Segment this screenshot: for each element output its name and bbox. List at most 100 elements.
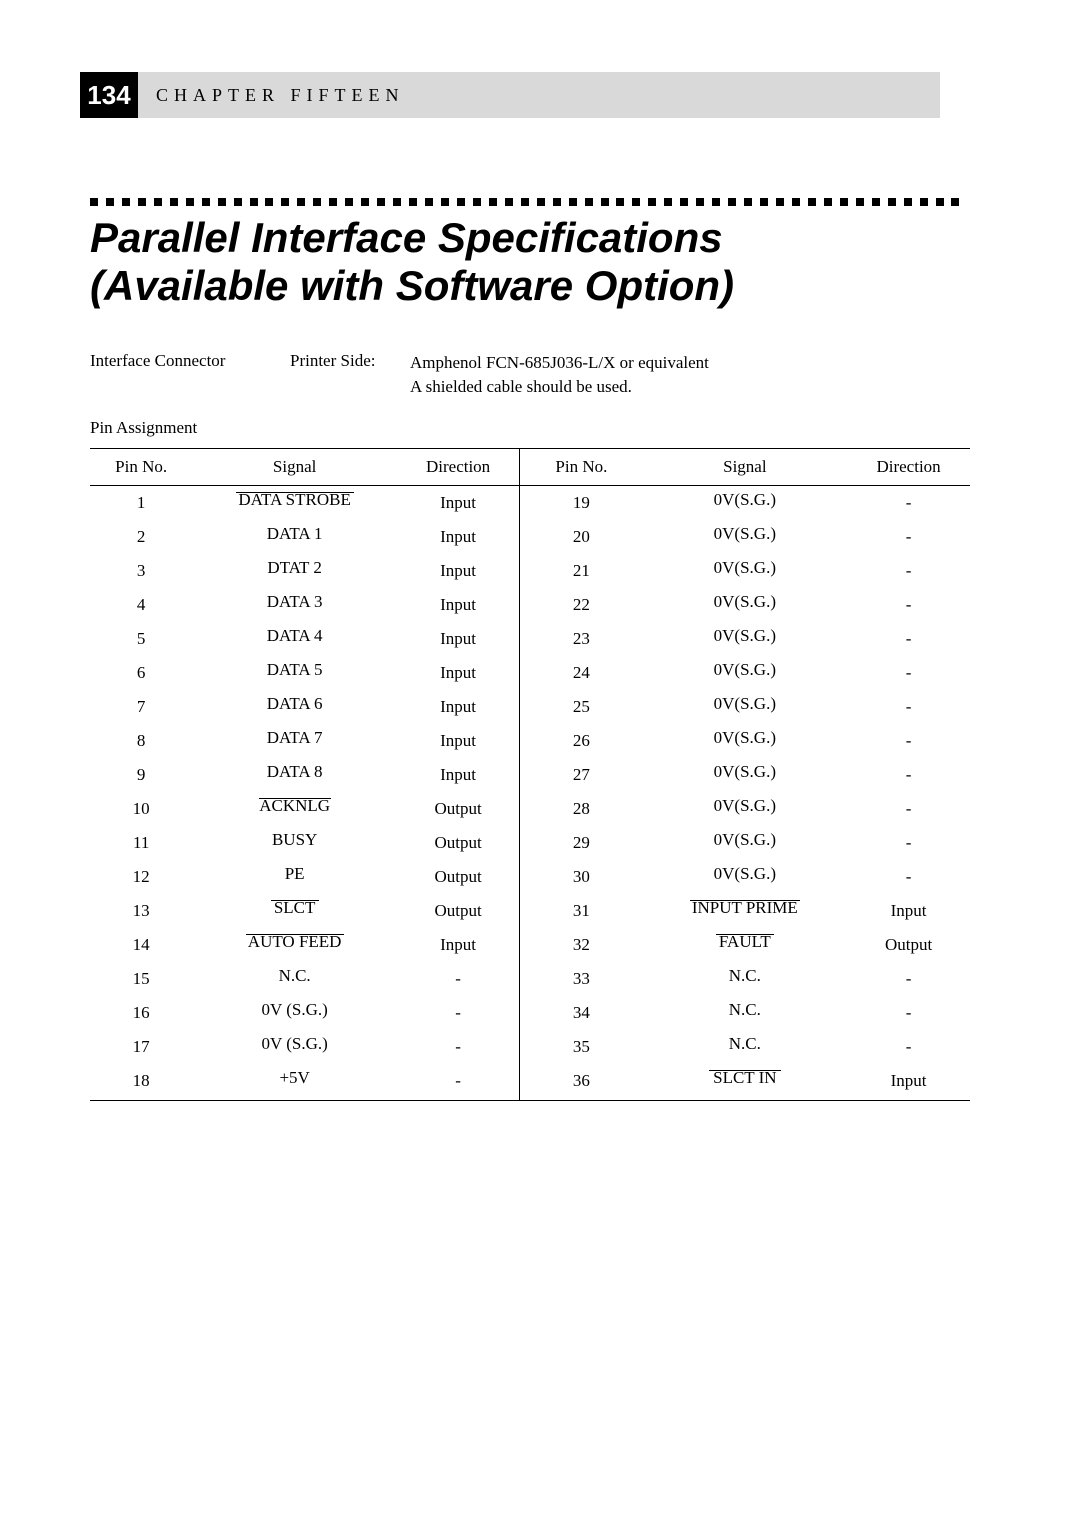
header-pin-right: Pin No. (520, 448, 643, 485)
table-row: 6DATA 5Input240V(S.G.)- (90, 656, 970, 690)
pin-cell-left: 13 (90, 894, 192, 928)
pin-cell-right: 20 (520, 520, 643, 554)
direction-cell-left: Output (397, 826, 520, 860)
signal-cell-left: DATA 5 (192, 656, 397, 690)
direction-cell-right: - (847, 996, 970, 1030)
table-row: 15N.C.-33N.C.- (90, 962, 970, 996)
direction-cell-right: - (847, 520, 970, 554)
direction-cell-right: - (847, 860, 970, 894)
pin-cell-left: 4 (90, 588, 192, 622)
signal-cell-left: N.C. (192, 962, 397, 996)
pin-cell-left: 16 (90, 996, 192, 1030)
pin-cell-left: 17 (90, 1030, 192, 1064)
direction-cell-right: Output (847, 928, 970, 962)
signal-cell-right: 0V(S.G.) (643, 860, 848, 894)
direction-cell-left: Input (397, 588, 520, 622)
signal-cell-right: 0V(S.G.) (643, 588, 848, 622)
table-row: 10ACKNLGOutput280V(S.G.)- (90, 792, 970, 826)
pin-cell-right: 24 (520, 656, 643, 690)
signal-cell-left: DATA 3 (192, 588, 397, 622)
table-row: 7DATA 6Input250V(S.G.)- (90, 690, 970, 724)
header-signal-left: Signal (192, 448, 397, 485)
signal-cell-left: 0V (S.G.) (192, 996, 397, 1030)
direction-cell-left: Output (397, 792, 520, 826)
direction-cell-left: Input (397, 656, 520, 690)
signal-cell-right: N.C. (643, 996, 848, 1030)
pin-cell-right: 23 (520, 622, 643, 656)
direction-cell-left: Input (397, 485, 520, 520)
signal-cell-right: INPUT PRIME (643, 894, 848, 928)
signal-cell-left: SLCT (192, 894, 397, 928)
signal-cell-right: N.C. (643, 1030, 848, 1064)
table-row: 4DATA 3Input220V(S.G.)- (90, 588, 970, 622)
pin-cell-left: 6 (90, 656, 192, 690)
table-row: 11BUSYOutput290V(S.G.)- (90, 826, 970, 860)
pin-cell-right: 21 (520, 554, 643, 588)
direction-cell-right: - (847, 962, 970, 996)
header-band: 134 CHAPTER FIFTEEN (80, 72, 940, 118)
table-row: 160V (S.G.)-34N.C.- (90, 996, 970, 1030)
table-row: 1DATA STROBEInput190V(S.G.)- (90, 485, 970, 520)
direction-cell-left: - (397, 1064, 520, 1101)
direction-cell-right: - (847, 792, 970, 826)
signal-cell-right: 0V(S.G.) (643, 520, 848, 554)
signal-cell-left: DATA 4 (192, 622, 397, 656)
pin-cell-right: 36 (520, 1064, 643, 1101)
table-row: 5DATA 4Input230V(S.G.)- (90, 622, 970, 656)
signal-cell-right: 0V(S.G.) (643, 554, 848, 588)
pin-cell-left: 3 (90, 554, 192, 588)
title-line-2: (Available with Software Option) (90, 262, 734, 309)
title-line-1: Parallel Interface Specifications (90, 214, 723, 261)
pin-cell-right: 27 (520, 758, 643, 792)
pin-cell-left: 2 (90, 520, 192, 554)
direction-cell-right: - (847, 622, 970, 656)
page: 134 CHAPTER FIFTEEN Parallel Interface S… (0, 0, 1080, 1519)
direction-cell-right: Input (847, 894, 970, 928)
signal-cell-right: FAULT (643, 928, 848, 962)
direction-cell-left: Input (397, 690, 520, 724)
table-row: 8DATA 7Input260V(S.G.)- (90, 724, 970, 758)
table-header-row: Pin No. Signal Direction Pin No. Signal … (90, 448, 970, 485)
direction-cell-left: Input (397, 928, 520, 962)
pin-cell-right: 30 (520, 860, 643, 894)
pin-cell-left: 8 (90, 724, 192, 758)
table-row: 12PEOutput300V(S.G.)- (90, 860, 970, 894)
pin-cell-left: 5 (90, 622, 192, 656)
table-row: 9DATA 8Input270V(S.G.)- (90, 758, 970, 792)
direction-cell-left: Input (397, 724, 520, 758)
header-direction-left: Direction (397, 448, 520, 485)
pin-cell-left: 18 (90, 1064, 192, 1101)
direction-cell-right: - (847, 826, 970, 860)
pin-cell-right: 35 (520, 1030, 643, 1064)
pin-assignment-label: Pin Assignment (90, 418, 990, 438)
page-title: Parallel Interface Specifications (Avail… (90, 214, 990, 311)
header-direction-right: Direction (847, 448, 970, 485)
pin-cell-left: 11 (90, 826, 192, 860)
pin-assignment-table: Pin No. Signal Direction Pin No. Signal … (90, 448, 970, 1101)
signal-cell-left: DTAT 2 (192, 554, 397, 588)
direction-cell-left: Output (397, 894, 520, 928)
direction-cell-left: Input (397, 520, 520, 554)
chapter-label: CHAPTER FIFTEEN (156, 85, 405, 106)
pin-cell-right: 33 (520, 962, 643, 996)
direction-cell-right: Input (847, 1064, 970, 1101)
signal-cell-right: 0V(S.G.) (643, 690, 848, 724)
connector-value-line2: A shielded cable should be used. (410, 377, 632, 396)
page-number-badge: 134 (80, 72, 138, 118)
table-row: 3DTAT 2Input210V(S.G.)- (90, 554, 970, 588)
signal-cell-left: 0V (S.G.) (192, 1030, 397, 1064)
signal-cell-left: +5V (192, 1064, 397, 1101)
table-row: 2DATA 1Input200V(S.G.)- (90, 520, 970, 554)
direction-cell-left: Input (397, 758, 520, 792)
direction-cell-left: - (397, 996, 520, 1030)
direction-cell-left: Input (397, 622, 520, 656)
pin-cell-right: 25 (520, 690, 643, 724)
dotted-rule (90, 198, 960, 206)
table-row: 14AUTO FEEDInput32FAULTOutput (90, 928, 970, 962)
signal-cell-right: 0V(S.G.) (643, 758, 848, 792)
signal-cell-left: DATA 1 (192, 520, 397, 554)
signal-cell-right: 0V(S.G.) (643, 622, 848, 656)
header-pin-left: Pin No. (90, 448, 192, 485)
direction-cell-right: - (847, 758, 970, 792)
pin-cell-right: 31 (520, 894, 643, 928)
